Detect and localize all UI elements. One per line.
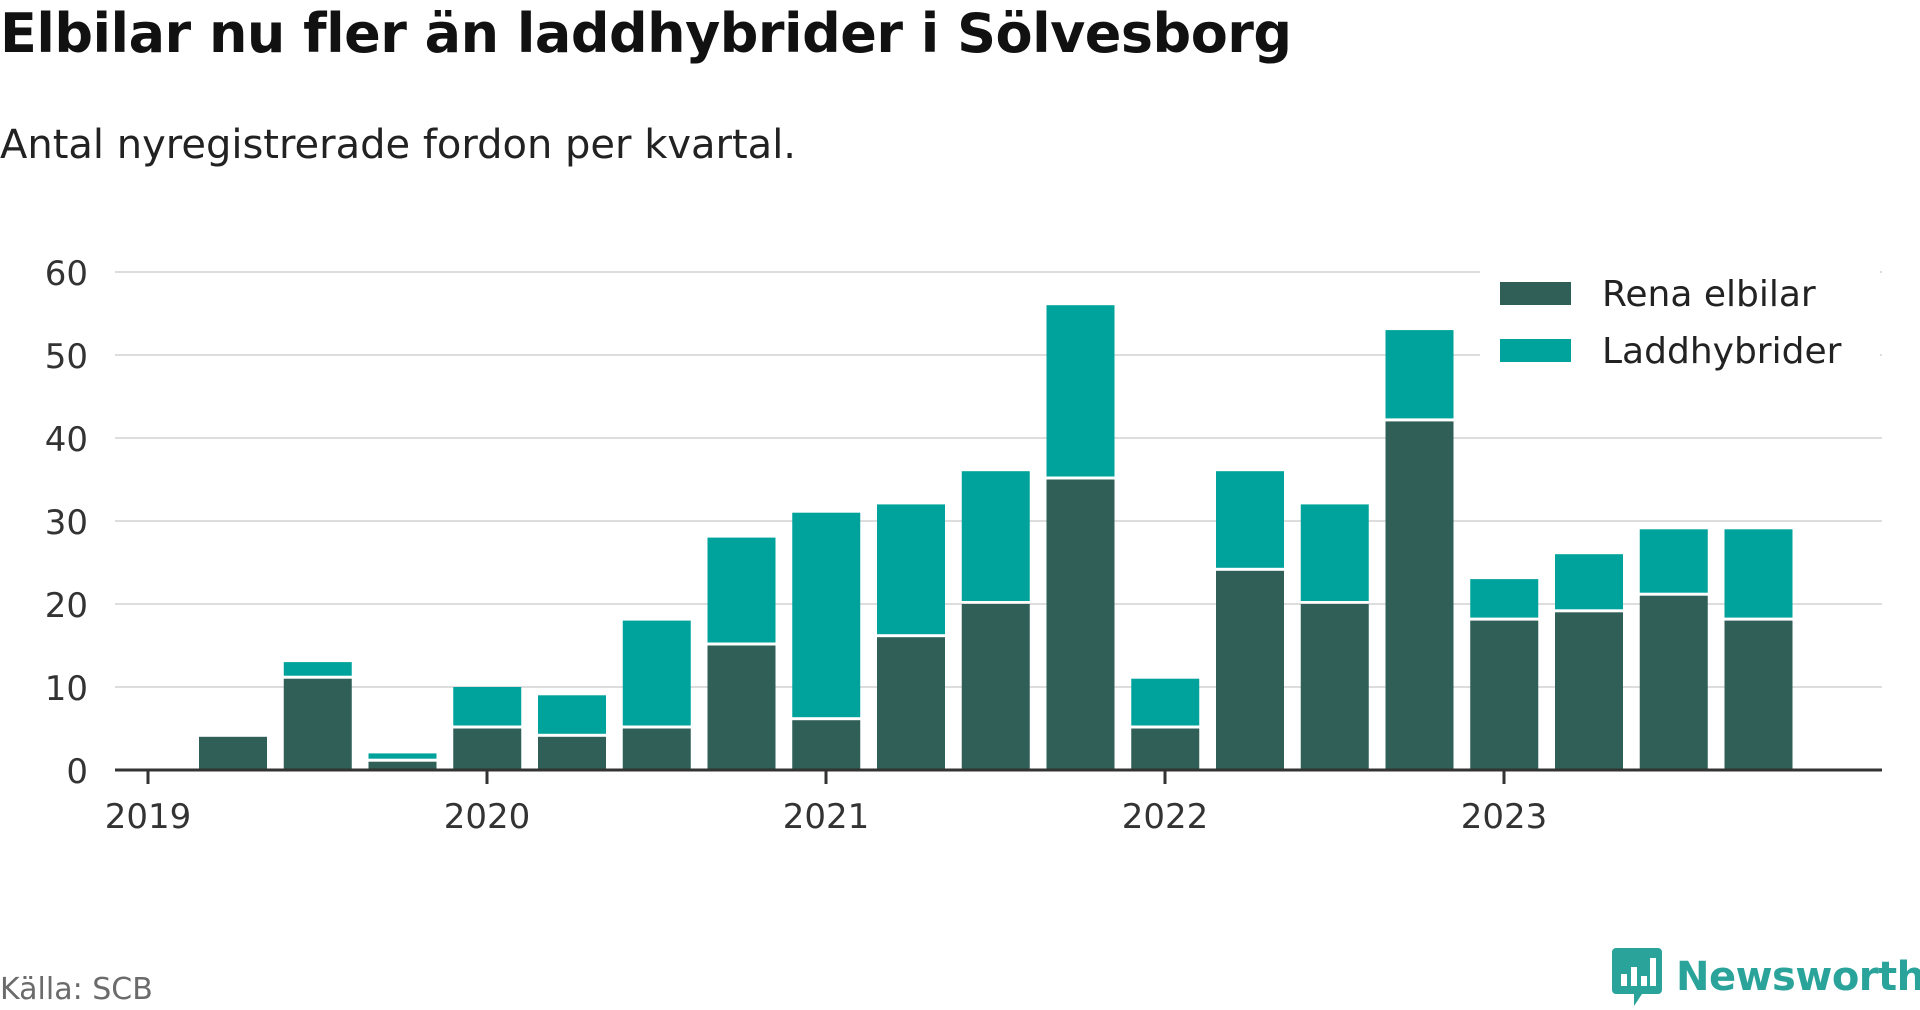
bar-segment-rena-elbilar <box>1385 421 1454 770</box>
bar-segment-laddhybrider <box>1216 471 1284 568</box>
bar-segment-rena-elbilar <box>453 728 522 770</box>
bar-segment-laddhybrider <box>1131 678 1200 726</box>
y-tick-label: 10 <box>45 669 88 709</box>
bar-segment-rena-elbilar <box>283 678 352 770</box>
bar-segment-laddhybrider <box>792 512 861 718</box>
bar-segment-rena-elbilar <box>1470 620 1539 770</box>
x-axis: 2019 2020 2021 2022 2023 <box>105 768 1882 837</box>
source-label: Källa: SCB <box>0 972 153 1007</box>
bar-segment-laddhybrider <box>1724 529 1793 618</box>
bar-segment-laddhybrider <box>961 471 1030 601</box>
bar-segment-rena-elbilar <box>792 720 861 770</box>
y-axis-ticks: 0 10 20 30 40 50 60 <box>45 254 88 792</box>
bar-segment-laddhybrider <box>707 537 776 643</box>
bar-segment-laddhybrider <box>1300 504 1369 601</box>
y-tick-label: 40 <box>45 420 88 460</box>
newsworthy-logo-icon <box>1612 948 1662 1006</box>
bar-segment-rena-elbilar <box>1639 595 1708 770</box>
legend-swatch-laddhybrider <box>1500 339 1571 362</box>
bar-segment-rena-elbilar <box>961 604 1030 770</box>
bar-segment-laddhybrider <box>622 620 691 726</box>
x-tick-label: 2019 <box>105 797 192 837</box>
y-tick-label: 0 <box>66 752 88 792</box>
x-tick-label: 2022 <box>1122 797 1209 837</box>
bar-segment-rena-elbilar <box>877 637 945 770</box>
bar-segment-laddhybrider <box>538 695 606 734</box>
chart-subtitle: Antal nyregistrerade fordon per kvartal. <box>0 122 797 168</box>
bar-segment-rena-elbilar <box>1216 570 1284 770</box>
bar-segment-rena-elbilar <box>1046 479 1115 770</box>
legend-label-laddhybrider: Laddhybrider <box>1602 331 1842 372</box>
bar-segment-laddhybrider <box>368 753 437 759</box>
bar-segment-laddhybrider <box>453 687 522 726</box>
bar-segment-laddhybrider <box>1639 529 1708 593</box>
y-tick-label: 50 <box>45 337 88 377</box>
bar-segment-laddhybrider <box>283 662 352 676</box>
bar-segment-rena-elbilar <box>538 736 606 770</box>
y-tick-label: 30 <box>45 503 88 543</box>
brand-logo: Newsworthy <box>1612 948 1920 1006</box>
bar-segment-rena-elbilar <box>1555 612 1623 770</box>
bar-segment-laddhybrider <box>1555 554 1623 610</box>
bar-segment-laddhybrider <box>1046 305 1115 477</box>
bars <box>199 305 1793 770</box>
bar-segment-rena-elbilar <box>368 761 437 770</box>
x-tick-label: 2021 <box>783 797 870 837</box>
y-tick-label: 20 <box>45 586 88 626</box>
y-tick-label: 60 <box>45 254 88 294</box>
bar-segment-laddhybrider <box>877 504 945 635</box>
bar-segment-rena-elbilar <box>622 728 691 770</box>
x-tick-label: 2023 <box>1461 797 1548 837</box>
legend-label-rena-elbilar: Rena elbilar <box>1602 274 1816 315</box>
bar-segment-rena-elbilar <box>1131 728 1200 770</box>
legend: Rena elbilar Laddhybrider <box>1480 268 1880 378</box>
legend-swatch-rena-elbilar <box>1500 282 1571 305</box>
x-tick-label: 2020 <box>444 797 531 837</box>
bar-segment-rena-elbilar <box>1724 620 1793 770</box>
bar-segment-rena-elbilar <box>1300 604 1369 770</box>
bar-segment-rena-elbilar <box>707 645 776 770</box>
bar-segment-laddhybrider <box>1385 330 1454 419</box>
brand-name: Newsworthy <box>1676 954 1920 1000</box>
bar-segment-laddhybrider <box>1470 579 1539 618</box>
chart-title: Elbilar nu fler än laddhybrider i Sölves… <box>0 2 1292 65</box>
bar-segment-rena-elbilar <box>199 736 267 770</box>
